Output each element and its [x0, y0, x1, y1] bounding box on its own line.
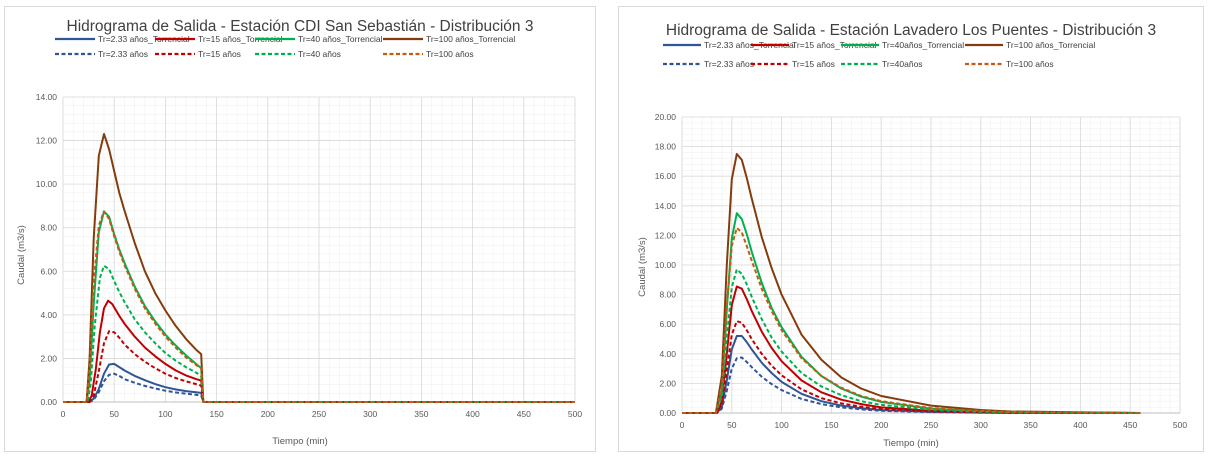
x-tick-label: 400: [466, 409, 480, 419]
x-tick-label: 450: [1123, 420, 1137, 430]
y-tick-label: 2.00: [659, 378, 676, 388]
x-tick-label: 0: [61, 409, 66, 419]
legend-label: Tr=2.33 años_Torrencial: [98, 34, 190, 44]
x-tick-label: 350: [414, 409, 428, 419]
x-axis-ticks: 0 50 100 150 200 250 300 350 400 450 500: [680, 420, 1188, 430]
chart-series: [682, 153, 1141, 414]
series-line: [682, 268, 1141, 414]
y-tick-label: 12.00: [655, 230, 677, 240]
chart-svg-lavadero-los-puentes: Hidrograma de Salida - Estación Lavadero…: [637, 22, 1188, 449]
x-tick-label: 250: [924, 420, 938, 430]
x-tick-label: 400: [1073, 420, 1087, 430]
x-tick-label: 350: [1024, 420, 1038, 430]
legend-label: Tr=100 años_Torrencial: [426, 34, 515, 44]
series-line: [63, 210, 575, 403]
y-tick-label: 0.00: [659, 408, 676, 418]
legend-label: Tr=2.33 años: [98, 49, 148, 59]
y-axis-ticks: 0.00 2.00 4.00 6.00 8.00 10.00 12.00 14.00 16.00…: [655, 112, 677, 418]
series-line: [682, 356, 1141, 414]
y-tick-label: 18.00: [655, 142, 677, 152]
x-tick-label: 300: [974, 420, 988, 430]
series-line: [682, 227, 1141, 414]
legend-label: Tr=40 años_Torrencial: [298, 34, 383, 44]
x-tick-label: 250: [312, 409, 326, 419]
series-line: [63, 372, 575, 403]
series-line: [682, 153, 1141, 414]
y-tick-label: 10.00: [36, 179, 58, 189]
y-tick-label: 6.00: [659, 319, 676, 329]
y-tick-label: 14.00: [36, 92, 58, 102]
chart-grid: [681, 116, 1181, 414]
legend-label: Tr=40años: [882, 59, 923, 69]
y-tick-label: 4.00: [659, 349, 676, 359]
x-tick-label: 450: [517, 409, 531, 419]
legend-label: Tr=15 años: [792, 59, 835, 69]
x-tick-label: 150: [210, 409, 224, 419]
series-line: [682, 320, 1141, 414]
chart-title: Hidrograma de Salida - Estación CDI San …: [67, 18, 534, 35]
y-axis-title: Caudal (m3/s): [637, 237, 648, 297]
legend-label: Tr=2.33 años_Torrencial: [704, 40, 796, 50]
y-tick-label: 12.00: [36, 136, 58, 146]
legend-label: Tr=100 años: [426, 49, 474, 59]
x-tick-label: 500: [568, 409, 582, 419]
legend-label: Tr=40 años: [298, 49, 341, 59]
chart-svg-cdi-san-sebastian: Hidrograma de Salida - Estación CDI San …: [16, 18, 583, 447]
chart-grid: [62, 96, 576, 403]
series-line: [63, 330, 575, 403]
x-axis-title: Tiempo (min): [883, 438, 939, 449]
y-axis-ticks: 0.00 2.00 4.00 6.00 8.00 10.00 12.00 14.00: [36, 92, 58, 407]
series-line: [63, 362, 575, 403]
chart-title: Hidrograma de Salida - Estación Lavadero…: [666, 22, 1156, 39]
chart-panel-lavadero-los-puentes: Hidrograma de Salida - Estación Lavadero…: [618, 6, 1204, 452]
series-line: [63, 264, 575, 403]
x-tick-label: 0: [680, 420, 685, 430]
chart-series: [63, 133, 575, 403]
y-axis-title: Caudal (m3/s): [16, 225, 27, 285]
series-line: [682, 285, 1141, 414]
x-tick-label: 50: [727, 420, 737, 430]
series-line: [63, 210, 575, 403]
x-tick-label: 300: [363, 409, 377, 419]
x-axis-ticks: 0 50 100 150 200 250 300 350 400 450 500: [61, 409, 583, 419]
y-tick-label: 16.00: [655, 171, 677, 181]
x-axis-title: Tiempo (min): [272, 436, 328, 447]
x-tick-label: 500: [1173, 420, 1187, 430]
y-tick-label: 4.00: [40, 310, 57, 320]
legend-label: Tr=100 años: [1006, 59, 1054, 69]
x-tick-label: 50: [109, 409, 119, 419]
y-tick-label: 20.00: [655, 112, 677, 122]
x-tick-label: 200: [261, 409, 275, 419]
x-tick-label: 100: [158, 409, 172, 419]
series-line: [63, 133, 575, 403]
y-tick-label: 8.00: [40, 223, 57, 233]
y-tick-label: 6.00: [40, 266, 57, 276]
chart-legend: Tr=2.33 años_Torrencial Tr=15 años_Torren…: [55, 34, 515, 59]
legend-label: Tr=15 años: [198, 49, 241, 59]
series-line: [63, 299, 575, 403]
legend-label: Tr=15 años_Torrencial: [792, 40, 877, 50]
y-tick-label: 0.00: [40, 397, 57, 407]
legend-label: Tr=2.33 años: [704, 59, 754, 69]
legend-label: Tr=40años_Torrencial: [882, 40, 964, 50]
y-tick-label: 10.00: [655, 260, 677, 270]
x-tick-label: 200: [874, 420, 888, 430]
legend-label: Tr=15 años_Torrencial: [198, 34, 283, 44]
chart-panel-cdi-san-sebastian: Hidrograma de Salida - Estación CDI San …: [4, 6, 596, 452]
legend-label: Tr=100 años_Torrencial: [1006, 40, 1095, 50]
y-tick-label: 2.00: [40, 353, 57, 363]
x-tick-label: 100: [775, 420, 789, 430]
y-tick-label: 14.00: [655, 201, 677, 211]
x-tick-label: 150: [824, 420, 838, 430]
y-tick-label: 8.00: [659, 290, 676, 300]
